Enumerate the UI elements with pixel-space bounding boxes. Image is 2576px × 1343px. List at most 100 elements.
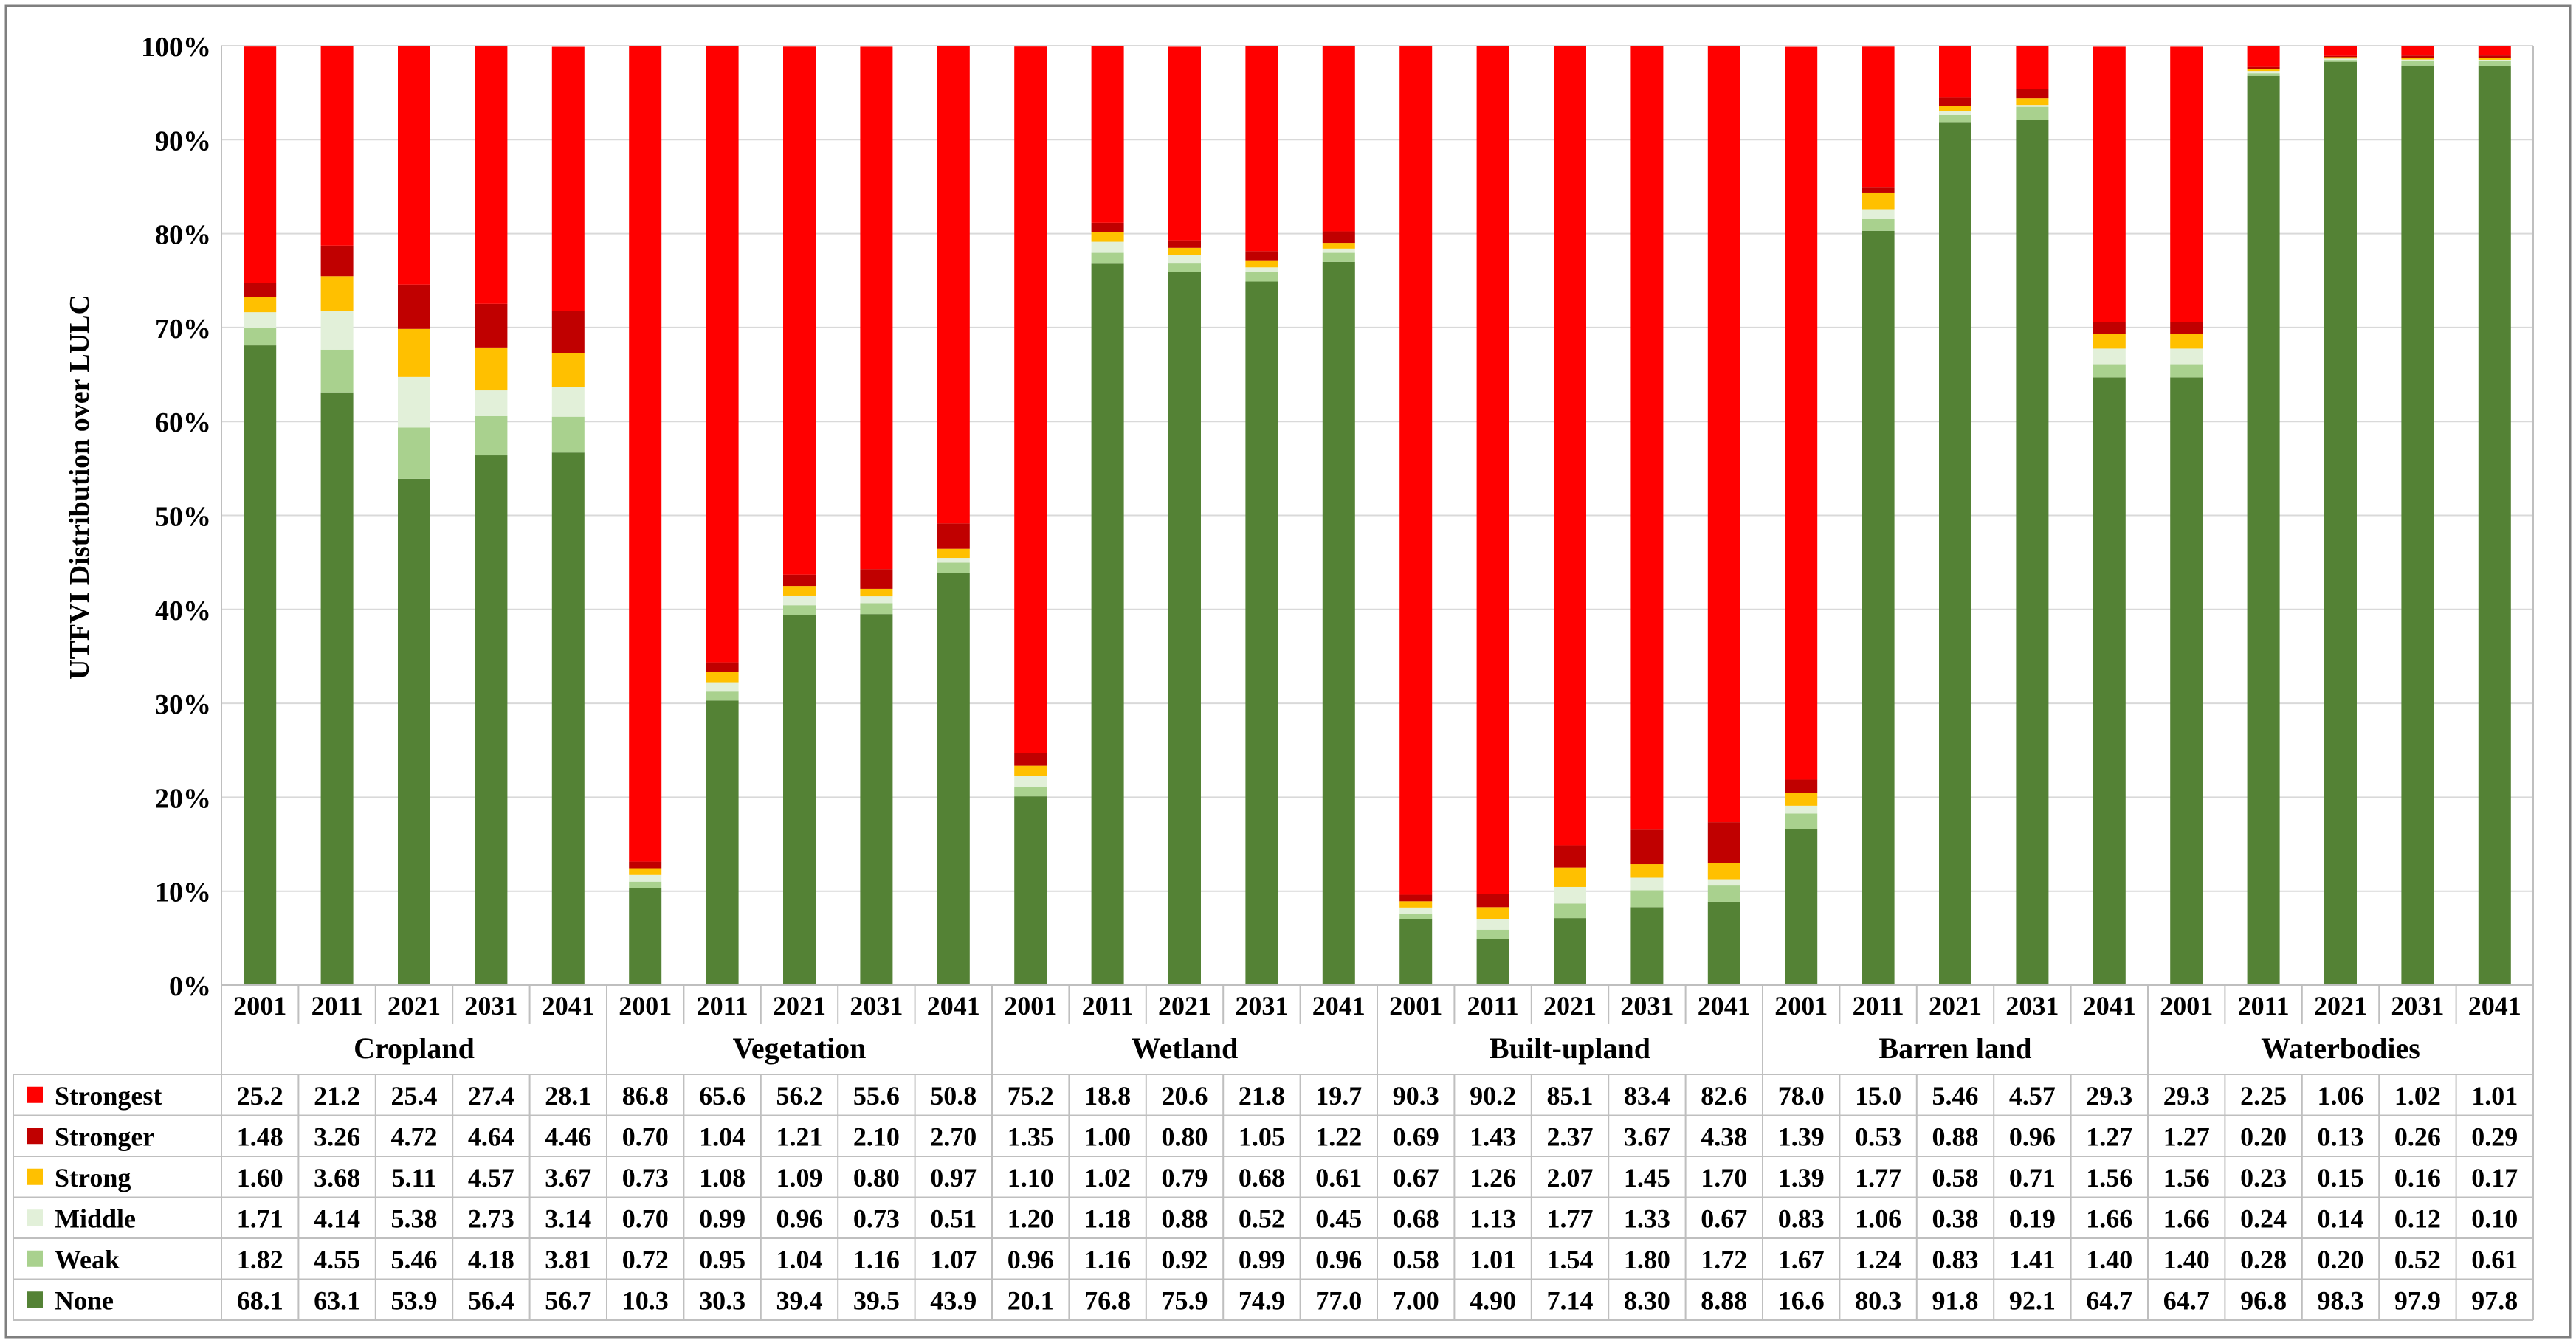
bar-segment-weak — [1476, 929, 1509, 939]
bar-segment-strong — [1399, 901, 1433, 908]
bar-segment-weak — [1630, 890, 1664, 908]
table-cell: 8.88 — [1701, 1285, 1747, 1315]
bar-segment-middle — [2170, 348, 2203, 365]
table-cell: 3.26 — [314, 1122, 360, 1151]
x-tick-label: 2031 — [2391, 991, 2444, 1021]
bar-segment-strongest — [244, 46, 277, 283]
bar-segment-weak — [2170, 364, 2203, 378]
bar-segment-none — [244, 345, 277, 985]
bar-segment-stronger — [1707, 822, 1740, 863]
bar-segment-middle — [629, 874, 662, 882]
bar-segment-strongest — [551, 46, 585, 311]
bar-segment-middle — [860, 596, 893, 604]
bar-segment-middle — [551, 387, 585, 417]
group-label: Cropland — [354, 1032, 475, 1065]
bar-segment-none — [1091, 263, 1124, 985]
table-cell: 1.77 — [1547, 1204, 1594, 1233]
bar-segment-stronger — [783, 574, 816, 587]
bar-segment-middle — [937, 558, 970, 563]
bar-segment-strong — [244, 297, 277, 313]
table-cell: 78.0 — [1778, 1081, 1825, 1111]
bar-segment-weak — [551, 416, 585, 453]
table-cell: 63.1 — [314, 1285, 360, 1315]
bar-segment-middle — [2324, 58, 2357, 61]
table-cell: 0.73 — [853, 1204, 900, 1233]
table-cell: 1.04 — [776, 1245, 823, 1274]
bar-segment-strong — [1322, 243, 1355, 249]
table-cell: 76.8 — [1084, 1285, 1131, 1315]
bar-segment-weak — [1862, 218, 1895, 231]
table-cell: 1.06 — [2318, 1081, 2364, 1111]
table-cell: 0.69 — [1393, 1122, 1439, 1151]
bar-segment-strong — [2170, 334, 2203, 349]
table-cell: 98.3 — [2318, 1285, 2364, 1315]
bar-segment-strongest — [783, 46, 816, 575]
table-cell: 1.00 — [1084, 1122, 1131, 1151]
group-label: Built-upland — [1490, 1032, 1650, 1065]
table-cell: 25.4 — [391, 1081, 438, 1111]
x-tick-label: 2001 — [1389, 991, 1442, 1021]
table-cell: 64.7 — [2086, 1285, 2132, 1315]
bar-segment-none — [1554, 918, 1586, 985]
x-tick-label: 2031 — [850, 991, 903, 1021]
bar-segment-stronger — [706, 662, 739, 672]
table-cell: 68.1 — [237, 1285, 283, 1315]
table-cell: 92.1 — [2009, 1285, 2056, 1315]
table-cell: 90.2 — [1470, 1081, 1516, 1111]
bar-segment-stronger — [2170, 322, 2203, 334]
bar-segment-middle — [1014, 776, 1047, 787]
table-cell: 0.16 — [2394, 1163, 2441, 1192]
bar-segment-strongest — [1091, 46, 1124, 223]
table-cell: 5.11 — [391, 1163, 436, 1192]
table-cell: 39.4 — [776, 1285, 823, 1315]
legend-swatch-strongest — [27, 1086, 43, 1103]
bar-segment-middle — [2401, 59, 2434, 61]
table-cell: 1.39 — [1778, 1122, 1825, 1151]
bar-segment-stronger — [475, 303, 508, 348]
table-cell: 2.73 — [468, 1204, 514, 1233]
table-cell: 1.20 — [1008, 1204, 1054, 1233]
x-tick-label: 2001 — [233, 991, 286, 1021]
bar-segment-middle — [398, 376, 430, 428]
bar-segment-stronger — [1091, 222, 1124, 232]
bar-segment-weak — [1785, 813, 1818, 829]
table-cell: 0.24 — [2240, 1204, 2287, 1233]
table-cell: 0.45 — [1315, 1204, 1362, 1233]
bar-segment-middle — [1707, 879, 1740, 886]
table-cell: 1.27 — [2163, 1122, 2210, 1151]
table-cell: 1.66 — [2163, 1204, 2210, 1233]
bar-segment-strongest — [860, 46, 893, 570]
bar-segment-weak — [783, 605, 816, 615]
table-cell: 75.2 — [1008, 1081, 1054, 1111]
bar-segment-strong — [783, 586, 816, 596]
table-cell: 50.8 — [930, 1081, 977, 1111]
bar-segment-none — [2478, 66, 2511, 986]
table-cell: 1.16 — [1084, 1245, 1131, 1274]
table-cell: 55.6 — [853, 1081, 900, 1111]
table-cell: 0.58 — [1393, 1245, 1439, 1274]
table-cell: 1.77 — [1855, 1163, 1901, 1192]
bar-segment-weak — [2016, 106, 2049, 120]
bar-segment-weak — [1245, 272, 1278, 282]
x-tick-label: 2041 — [542, 991, 595, 1021]
bar-segment-strongest — [706, 46, 739, 663]
bar-segment-strong — [1476, 907, 1509, 919]
table-cell: 0.80 — [1162, 1122, 1208, 1151]
table-cell: 1.09 — [776, 1163, 823, 1192]
x-tick-label: 2021 — [388, 991, 441, 1021]
bar-segment-stronger — [244, 283, 277, 297]
table-cell: 1.13 — [1470, 1204, 1516, 1233]
bar-segment-stronger — [1630, 829, 1664, 865]
table-cell: 0.83 — [1778, 1204, 1825, 1233]
bar-segment-middle — [2016, 105, 2049, 107]
table-cell: 1.16 — [853, 1245, 900, 1274]
table-cell: 4.18 — [468, 1245, 514, 1274]
table-cell: 43.9 — [930, 1285, 977, 1315]
bar-segment-strongest — [1862, 46, 1895, 188]
bar-segment-middle — [1862, 209, 1895, 219]
table-cell: 1.04 — [699, 1122, 745, 1151]
y-tick-label: 100% — [141, 32, 211, 63]
bar-segment-none — [1399, 919, 1433, 985]
legend-label: Stronger — [55, 1122, 154, 1151]
bar-segment-none — [629, 888, 662, 985]
